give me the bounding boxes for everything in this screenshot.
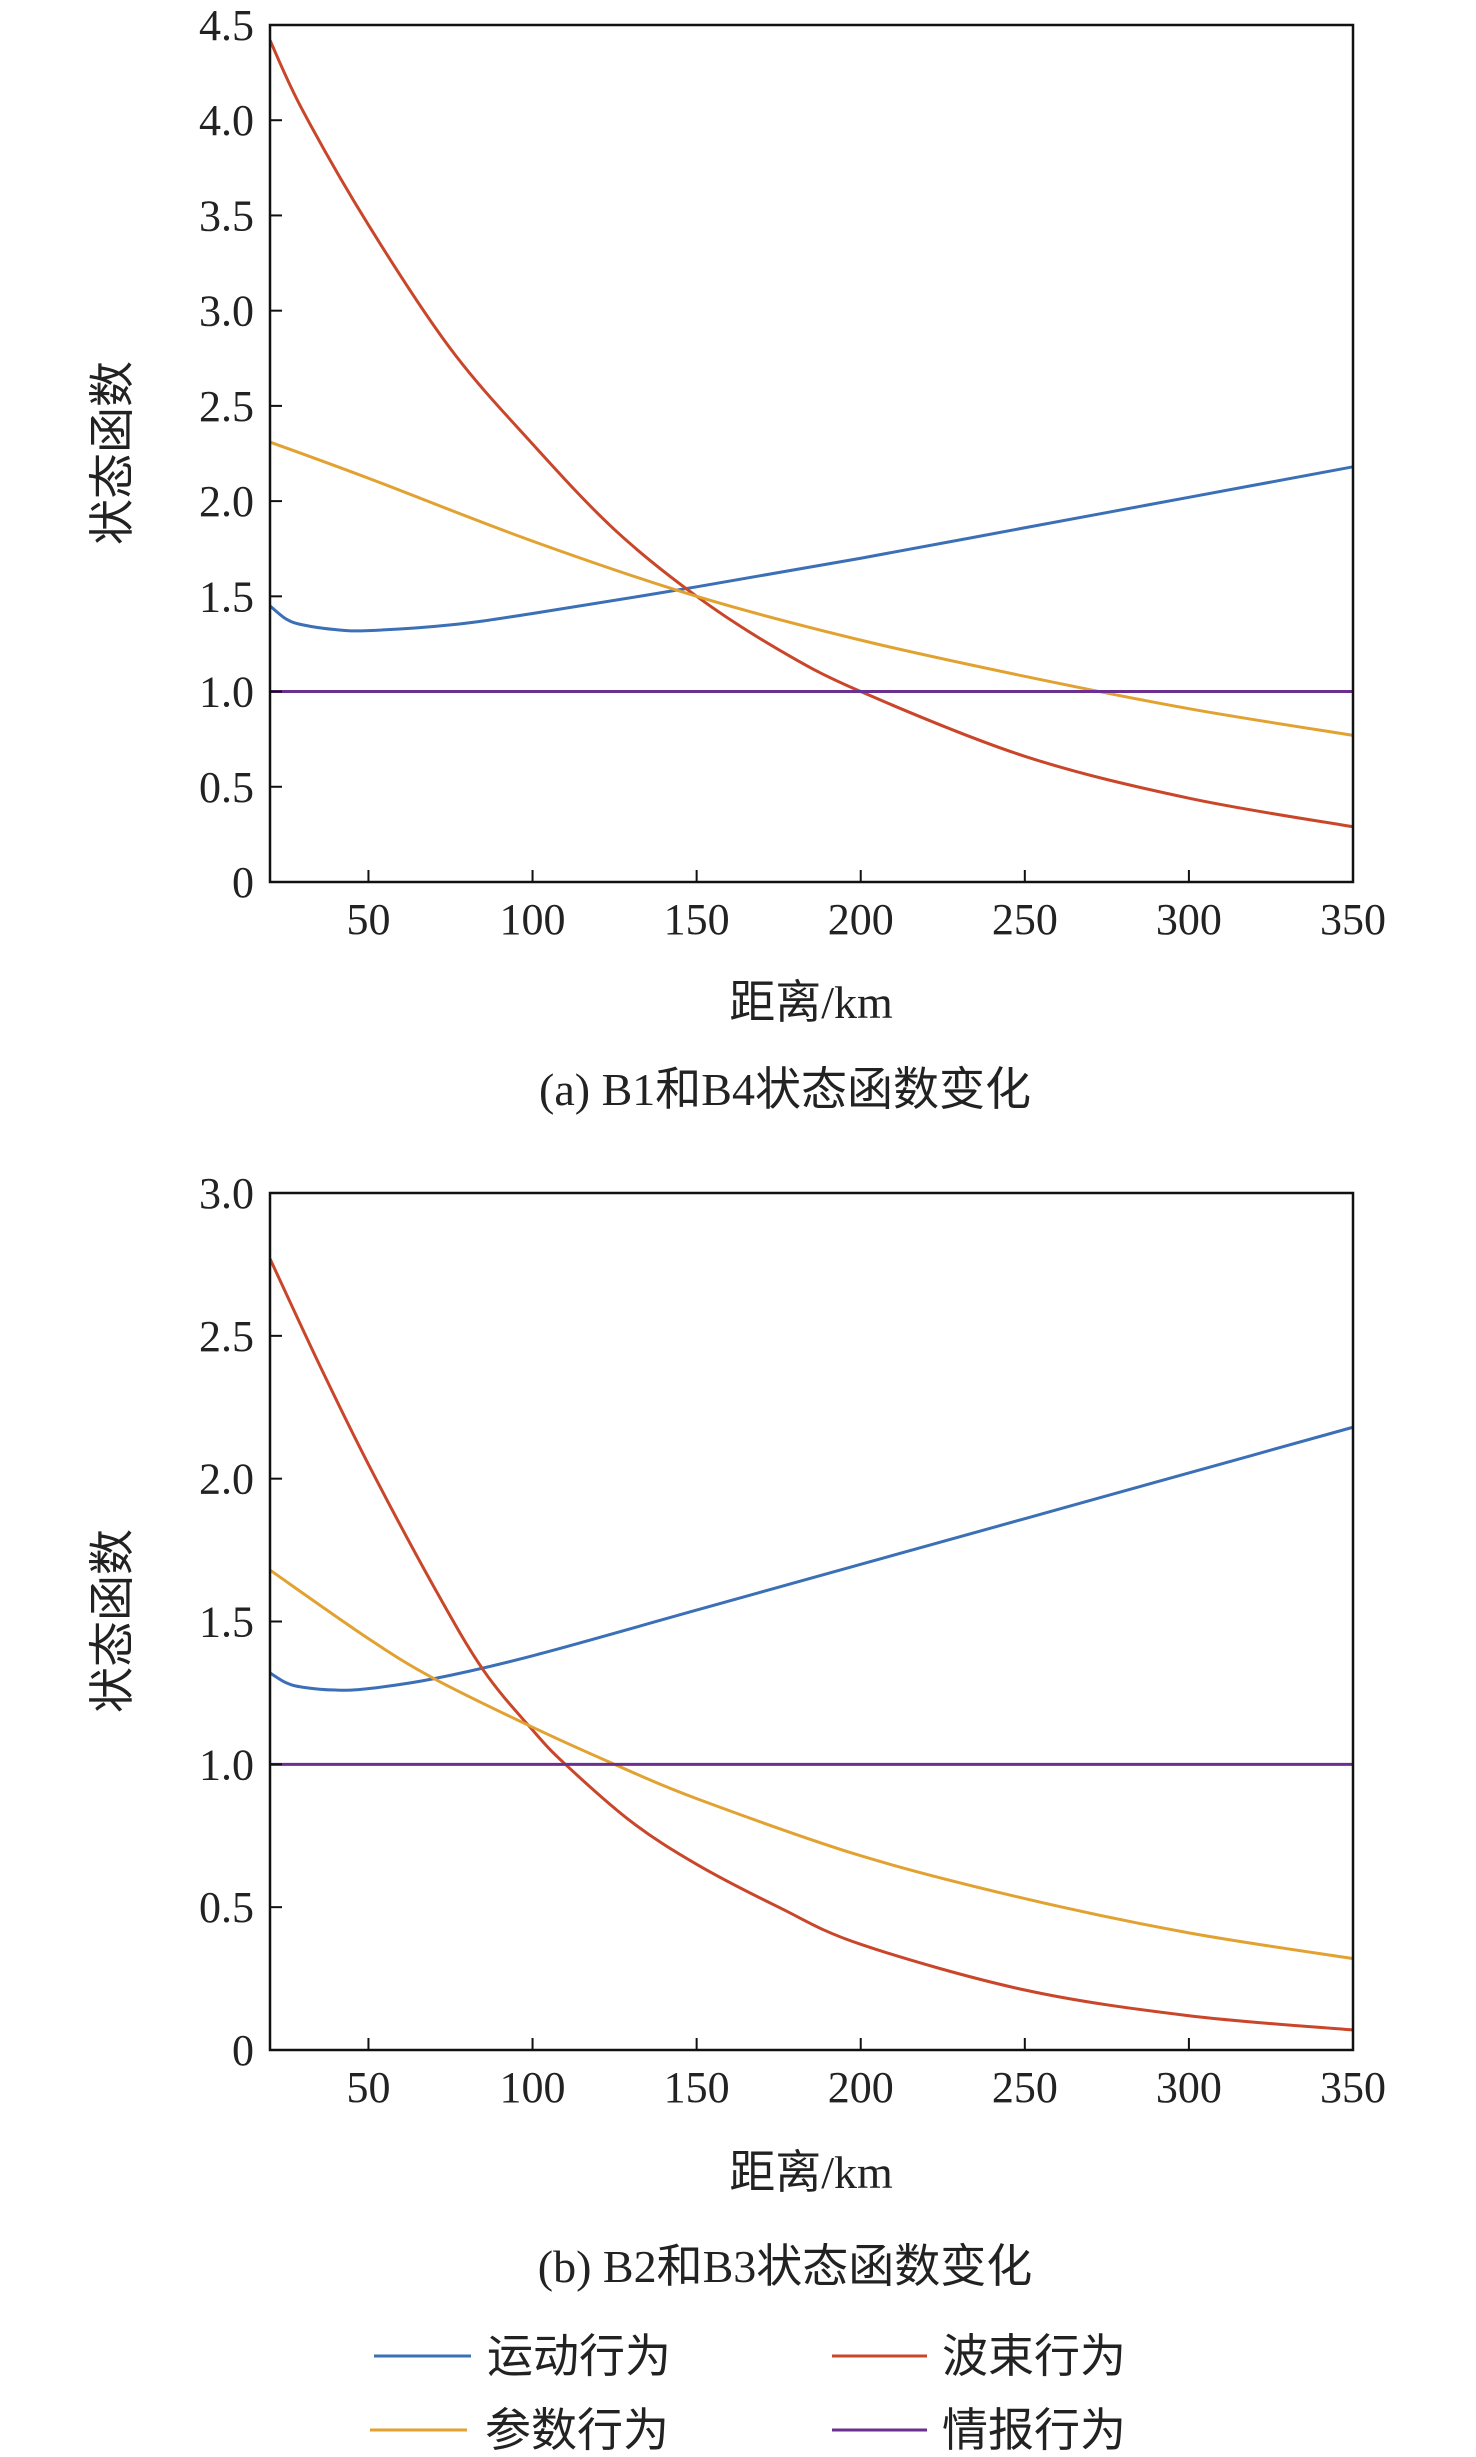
legend-label-beam: 波束行为 xyxy=(942,2331,1126,2382)
y-tick-label: 0 xyxy=(232,858,254,907)
y-tick-label: 2.5 xyxy=(199,1312,254,1361)
y-tick-label: 0.5 xyxy=(199,1883,254,1932)
chart-a-xlabel: 距离/km xyxy=(729,977,893,1028)
series-line-beam xyxy=(268,39,1354,829)
chart-a: 50 100 150 200 250 300 350 0 0.5 1.0 1.5 2.0 2.5 3.0 3… xyxy=(199,1,1386,944)
plot-frame xyxy=(268,23,1355,884)
y-tick-label: 1.5 xyxy=(199,572,254,621)
y-tick-label: 3.5 xyxy=(199,191,254,240)
y-tick-label: 1.0 xyxy=(199,1740,254,1789)
chart-b-caption: (b) B2和B3状态函数变化 xyxy=(538,2241,1033,2292)
y-tick-label: 1.0 xyxy=(199,668,254,717)
series-line-motion xyxy=(269,1425,1354,1692)
legend-label-intel: 情报行为 xyxy=(942,2405,1126,2456)
y-tick-label: 3.0 xyxy=(199,287,254,336)
y-tick-label: 2.0 xyxy=(199,1455,254,1504)
y-tick-label: 2.0 xyxy=(199,477,254,526)
x-tick-label: 50 xyxy=(346,2063,390,2112)
series-line-beam xyxy=(268,1258,1354,2032)
plot-frame xyxy=(268,1191,1355,2052)
chart-b-ylabel: 状态函数 xyxy=(87,1529,138,1713)
x-tick-label: 250 xyxy=(992,2063,1058,2112)
y-tick-label: 4.0 xyxy=(199,96,254,145)
x-tick-label: 50 xyxy=(346,895,390,944)
y-tick-label: 3.0 xyxy=(199,1169,254,1218)
y-tick-label: 0.5 xyxy=(199,763,254,812)
y-tick-label: 2.5 xyxy=(199,382,254,431)
series-line-param xyxy=(269,440,1354,737)
x-tick-label: 350 xyxy=(1320,2063,1386,2112)
x-tick-label: 300 xyxy=(1156,895,1222,944)
chart-a-ylabel: 状态函数 xyxy=(87,361,138,545)
x-tick-label: 200 xyxy=(828,895,894,944)
legend: 运动行为 波束行为 参数行为 情报行为 xyxy=(370,2331,1126,2456)
x-tick-label: 100 xyxy=(500,2063,566,2112)
chart-b: 50 100 150 200 250 300 350 0 0.5 1.0 1.5 2.0 2.5 3.0 xyxy=(199,1169,1386,2112)
legend-label-motion: 运动行为 xyxy=(487,2331,671,2382)
chart-a-caption: (a) B1和B4状态函数变化 xyxy=(539,1064,1031,1115)
series-line-motion xyxy=(269,465,1354,633)
legend-label-param: 参数行为 xyxy=(485,2405,669,2456)
series-line-param xyxy=(269,1568,1354,1961)
x-tick-label: 350 xyxy=(1320,895,1386,944)
chart-b-xlabel: 距离/km xyxy=(729,2147,893,2198)
y-tick-label: 0 xyxy=(232,2026,254,2075)
x-tick-label: 150 xyxy=(664,2063,730,2112)
x-tick-label: 150 xyxy=(664,895,730,944)
x-tick-label: 100 xyxy=(500,895,566,944)
y-tick-label: 4.5 xyxy=(199,1,254,50)
x-tick-label: 300 xyxy=(1156,2063,1222,2112)
x-tick-label: 250 xyxy=(992,895,1058,944)
x-tick-label: 200 xyxy=(828,2063,894,2112)
y-tick-label: 1.5 xyxy=(199,1598,254,1647)
